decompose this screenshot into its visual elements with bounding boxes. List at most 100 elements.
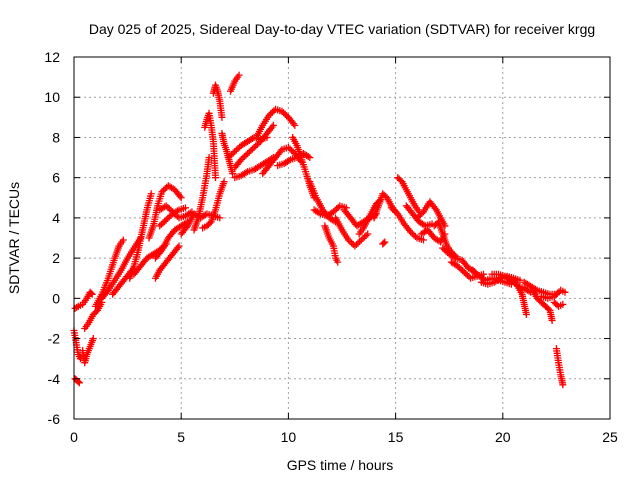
data-point	[559, 300, 567, 308]
data-point	[229, 170, 237, 178]
data-point	[457, 265, 465, 273]
y-tick-label: 6	[52, 170, 60, 186]
data-point	[334, 258, 342, 266]
grid	[74, 57, 610, 419]
data-point	[237, 156, 245, 164]
data-point	[288, 147, 296, 155]
data-point	[252, 142, 260, 150]
data-point	[462, 270, 470, 278]
data-point	[205, 154, 213, 162]
data-point	[408, 229, 416, 237]
data-point	[380, 239, 388, 247]
data-point	[267, 110, 275, 118]
data-point	[175, 242, 183, 250]
data-point	[278, 107, 286, 115]
data-point	[470, 268, 478, 276]
data-point	[147, 190, 155, 198]
data-point	[165, 213, 173, 221]
data-point	[253, 140, 261, 148]
data-point	[229, 149, 237, 157]
data-point	[174, 244, 182, 252]
y-tick-label: 10	[44, 89, 60, 105]
data-point	[157, 248, 165, 256]
data-point	[165, 205, 173, 213]
data-point	[87, 289, 95, 297]
data-point	[391, 207, 399, 215]
data-point	[459, 267, 467, 275]
data-point	[157, 220, 165, 228]
data-point	[559, 381, 567, 389]
data-point	[231, 148, 239, 156]
data-point	[419, 236, 427, 244]
data-point	[242, 169, 250, 177]
data-point	[381, 238, 389, 246]
y-tick-label: -6	[48, 411, 61, 427]
data-point	[306, 154, 314, 162]
data-point	[177, 194, 185, 202]
data-point	[553, 289, 561, 297]
data-point	[348, 239, 356, 247]
data-point	[329, 208, 337, 216]
y-tick-label: 2	[52, 250, 60, 266]
data-point	[235, 71, 243, 79]
data-point	[291, 121, 299, 129]
data-point	[161, 217, 169, 225]
data-point	[472, 269, 480, 277]
data-point	[463, 271, 471, 279]
data-point	[460, 268, 468, 276]
data-point	[552, 291, 560, 299]
data-point	[284, 144, 292, 151]
data-point	[88, 290, 96, 298]
data-point	[119, 236, 127, 244]
x-tick-label: 25	[602, 429, 618, 445]
data-point	[334, 203, 342, 211]
data-point	[216, 214, 224, 222]
plot-frame	[73, 56, 611, 420]
data-point	[247, 147, 255, 155]
data-point	[75, 379, 83, 387]
data-point	[450, 253, 458, 261]
data-point	[226, 152, 234, 160]
data-point	[270, 107, 278, 115]
data-point	[285, 157, 293, 165]
data-point	[218, 113, 226, 121]
data-point	[359, 235, 367, 243]
data-point	[550, 292, 558, 300]
data-point	[159, 219, 167, 227]
data-point	[357, 236, 365, 244]
data-point	[411, 232, 419, 240]
data-point	[158, 188, 166, 196]
data-point	[156, 222, 164, 230]
data-point	[465, 273, 473, 281]
data-point	[522, 310, 530, 318]
data-point	[161, 185, 169, 193]
data-point	[240, 153, 248, 161]
data-point	[250, 144, 258, 151]
data-point	[162, 202, 170, 210]
data-point	[315, 209, 323, 217]
data-point	[431, 204, 439, 212]
x-tick-label: 0	[70, 429, 78, 445]
data-point	[352, 241, 360, 249]
data-point	[387, 204, 395, 212]
data-point	[89, 335, 97, 343]
data-point	[333, 205, 341, 213]
data-point	[469, 266, 477, 274]
y-tick-label: -2	[48, 331, 61, 347]
y-tick-label: 4	[52, 210, 60, 226]
data-point	[212, 174, 220, 182]
data-point	[268, 123, 276, 131]
data-point	[304, 153, 312, 161]
data-point	[413, 214, 421, 222]
data-point	[525, 287, 533, 295]
data-point	[74, 378, 82, 386]
y-tick-label: 0	[52, 290, 60, 306]
data-point	[269, 121, 277, 129]
chart-title: Day 025 of 2025, Sidereal Day-to-day VTE…	[89, 21, 595, 37]
data-point	[182, 224, 190, 232]
y-tick-label: 8	[52, 129, 60, 145]
data-point	[361, 233, 369, 241]
data-point	[280, 109, 288, 117]
y-tick-label: 12	[44, 49, 60, 65]
